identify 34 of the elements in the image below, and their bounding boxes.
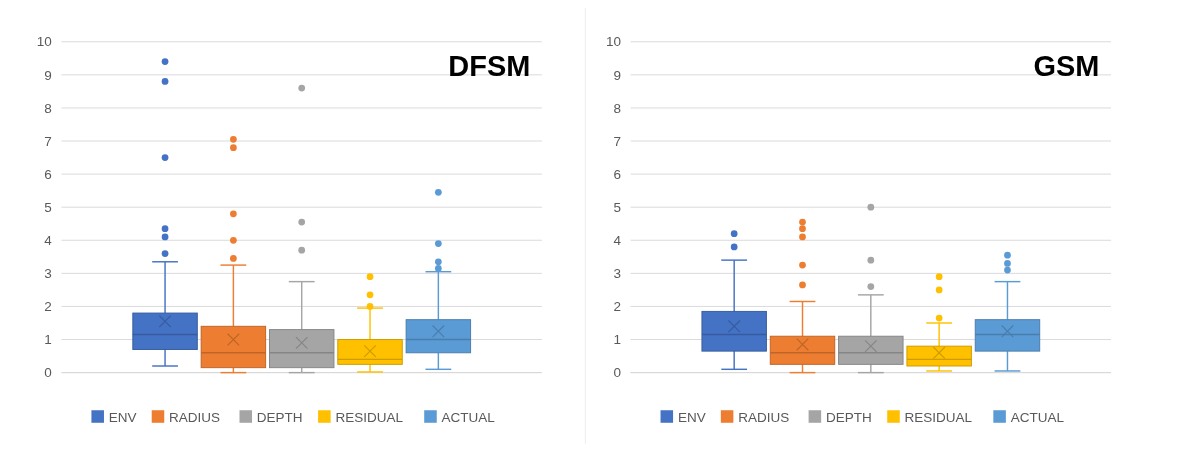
y-tick-label: 3 [44, 266, 52, 282]
y-tick-label: 8 [44, 100, 52, 116]
chart-title: DFSM [448, 50, 531, 83]
y-tick-label: 8 [613, 100, 621, 116]
y-tick-label: 0 [44, 365, 52, 381]
y-tick-label: 5 [613, 199, 621, 215]
legend-label: RADIUS [169, 409, 221, 425]
legend-label: ACTUAL [1010, 409, 1065, 425]
y-tick-label: 2 [613, 299, 621, 315]
legend-label: RADIUS [738, 409, 790, 425]
y-tick-label: 6 [613, 166, 621, 182]
y-tick-label: 7 [44, 133, 52, 149]
y-tick-label: 2 [44, 299, 52, 315]
y-tick-label: 4 [613, 233, 622, 248]
legend-label: ENV [108, 409, 137, 425]
legend-label: ACTUAL [441, 409, 496, 425]
y-tick-label: 4 [44, 233, 53, 248]
y-tick-label: 10 [36, 34, 52, 50]
y-tick-label: 10 [605, 34, 621, 50]
y-tick-label: 9 [44, 67, 52, 83]
legend-label: DEPTH [256, 409, 303, 425]
y-tick-label: 6 [44, 166, 52, 182]
y-tick-label: 1 [613, 332, 621, 348]
y-tick-label: 0 [613, 365, 621, 381]
legend-label: RESIDUAL [904, 409, 973, 425]
legend-label: ENV [677, 409, 706, 425]
legend-label: RESIDUAL [335, 409, 404, 425]
y-tick-label: 5 [44, 199, 52, 215]
y-tick-label: 9 [613, 67, 621, 83]
chart-title: GSM [1033, 50, 1100, 83]
legend-label: DEPTH [825, 409, 872, 425]
y-tick-label: 3 [613, 266, 621, 282]
y-tick-label: 7 [613, 133, 621, 149]
y-tick-label: 1 [44, 332, 52, 348]
